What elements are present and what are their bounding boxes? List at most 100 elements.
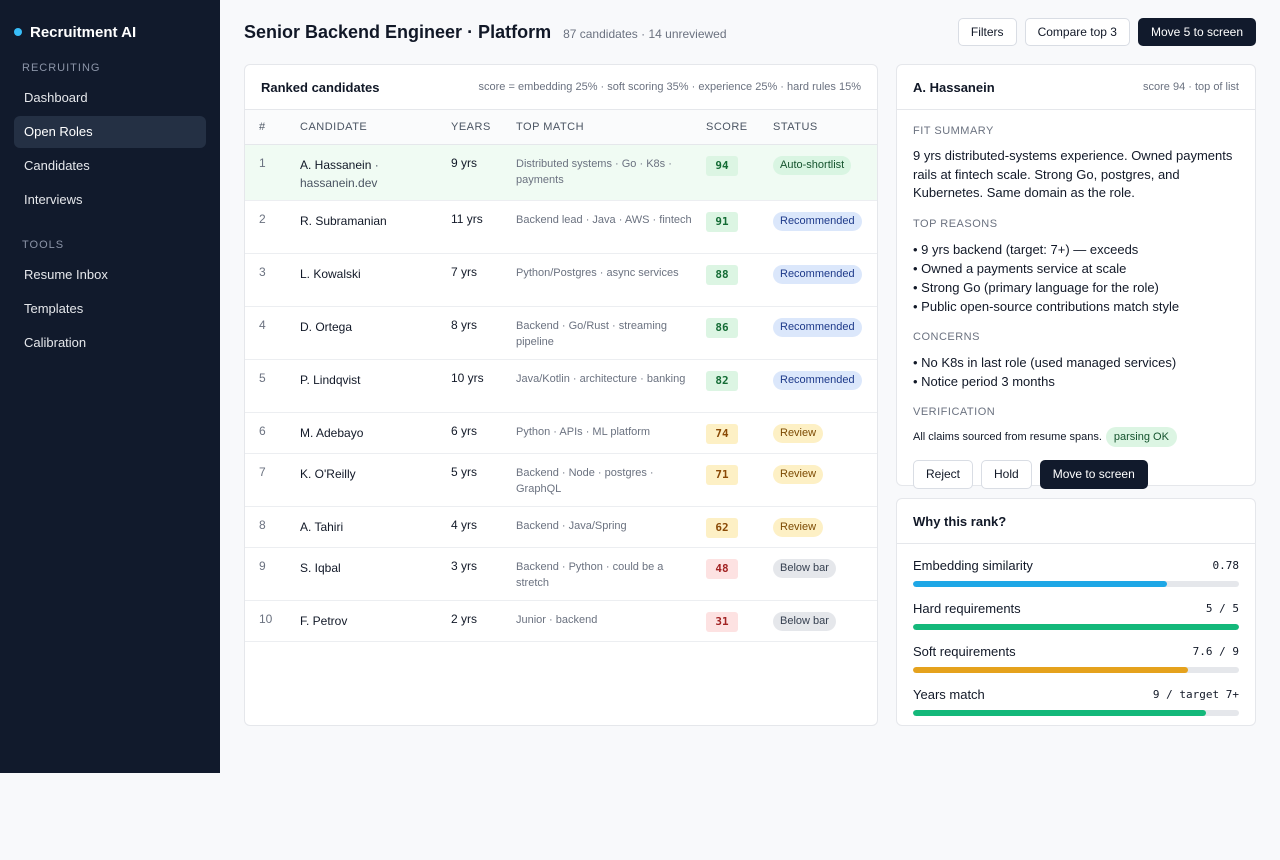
col-header-candidate[interactable]: CANDIDATE [300, 110, 451, 145]
sidebar-item-calibration[interactable]: Calibration [24, 335, 87, 350]
candidates-table-body: 1 A. Hassanein · hassanein.dev 9 yrs Distri… [245, 144, 877, 642]
score-cell: 62 [706, 506, 773, 548]
table-row[interactable]: 7 K. O'Reilly 5 yrs Backend · Node · postgr… [245, 453, 877, 507]
status-cell: Below bar [773, 600, 877, 642]
metric-bar-track [913, 624, 1239, 630]
table-row[interactable]: 4 D. Ortega 8 yrs Backend · Go/Rust · strea… [245, 306, 877, 360]
concerns-label: CONCERNS [913, 330, 980, 343]
rank-cell: 1 [245, 144, 300, 201]
candidate-cell: A. Tahiri [300, 506, 451, 548]
top-match-cell: Backend · Java/Spring [516, 506, 706, 548]
status-cell: Recommended [773, 306, 877, 360]
reason-item: • Strong Go (primary language for the ro… [913, 279, 1159, 295]
filters-button[interactable]: Filters [957, 18, 1017, 46]
hold-button[interactable]: Hold [981, 459, 1032, 489]
sidebar-item-open-roles[interactable]: Open Roles [14, 116, 206, 148]
table-row[interactable]: 10 F. Petrov 2 yrs Junior · backend 31 Below … [245, 600, 877, 642]
ranked-panel-title: Ranked candidates [261, 79, 380, 95]
score-badge: 86 [706, 317, 738, 338]
candidate-name[interactable]: F. Petrov [300, 613, 348, 628]
reason-item: • Public open-source contributions match… [913, 298, 1180, 314]
sidebar-item-templates[interactable]: Templates [24, 301, 84, 316]
candidate-name[interactable]: A. Hassanein [300, 157, 372, 172]
score-cell: 71 [706, 453, 773, 507]
col-header-top-match[interactable]: TOP MATCH [516, 110, 706, 145]
score-cell: 86 [706, 306, 773, 360]
candidate-cell: S. Iqbal [300, 547, 451, 601]
detail-panel-header: A. Hassanein score 94 · top of list [897, 65, 1255, 110]
metric-bar-fill [913, 667, 1189, 673]
table-row[interactable]: 1 A. Hassanein · hassanein.dev 9 yrs Distri… [245, 144, 877, 201]
metric-bar-fill [913, 581, 1168, 587]
sidebar-item-dashboard[interactable]: Dashboard [24, 90, 88, 105]
candidate-cell: L. Kowalski [300, 253, 451, 307]
rank-cell: 4 [245, 306, 300, 360]
years-cell: 11 yrs [451, 200, 516, 254]
candidate-website[interactable]: hassanein.dev [300, 175, 378, 190]
top-match-cell: Backend lead · Java · AWS · fintech [516, 200, 706, 254]
status-badge: Review [773, 464, 824, 484]
concern-item: • Notice period 3 months [913, 373, 1055, 389]
table-row[interactable]: 9 S. Iqbal 3 yrs Backend · Python · could b… [245, 547, 877, 601]
candidate-name[interactable]: A. Tahiri [300, 519, 344, 534]
candidate-name[interactable]: D. Ortega [300, 319, 353, 334]
candidate-name[interactable]: R. Subramanian [300, 213, 387, 228]
status-badge: Auto-shortlist [773, 155, 852, 175]
nav-section-tools: TOOLS [22, 239, 65, 251]
col-header-status[interactable]: STATUS [773, 110, 877, 145]
candidate-name[interactable]: L. Kowalski [300, 266, 361, 281]
rank-metrics: Embedding similarity 0.78 Hard requirement… [897, 558, 1255, 716]
score-badge: 62 [706, 517, 738, 538]
status-badge: Review [773, 517, 824, 537]
rank-cell: 5 [245, 359, 300, 413]
years-cell: 3 yrs [451, 547, 516, 601]
rank-cell: 9 [245, 547, 300, 601]
sidebar-item-candidates[interactable]: Candidates [24, 158, 90, 173]
score-formula: score = embedding 25% · soft scoring 35%… [478, 81, 861, 93]
metric-row: Embedding similarity 0.78 [913, 558, 1239, 573]
candidate-name[interactable]: S. Iqbal [300, 560, 341, 575]
metric-label: Years match [913, 686, 985, 702]
header-actions: Filters Compare top 3 Move 5 to screen [957, 18, 1256, 46]
col-header-years[interactable]: YEARS [451, 110, 516, 145]
brand[interactable]: Recruitment AI [0, 0, 220, 46]
years-cell: 9 yrs [451, 144, 516, 201]
rank-cell: 8 [245, 506, 300, 548]
status-cell: Auto-shortlist [773, 144, 877, 201]
move-to-screen-bulk-button[interactable]: Move 5 to screen [1137, 18, 1256, 46]
concern-item: • No K8s in last role (used managed serv… [913, 354, 1177, 370]
reject-button[interactable]: Reject [913, 459, 974, 489]
candidate-detail-panel: A. Hassanein score 94 · top of list FIT … [896, 64, 1256, 489]
score-cell: 94 [706, 144, 773, 201]
score-badge: 94 [706, 155, 738, 176]
ranked-candidates-panel: Ranked candidates score = embedding 25% … [244, 64, 878, 726]
score-cell: 88 [706, 253, 773, 307]
fit-summary-label: FIT SUMMARY [913, 125, 994, 137]
reason-item: • 9 yrs backend (target: 7+) — exceeds [913, 241, 1139, 257]
table-row[interactable]: 6 M. Adebayo 6 yrs Python · APIs · ML platf… [245, 412, 877, 454]
col-header-score[interactable]: SCORE [706, 110, 773, 145]
score-cell: 82 [706, 359, 773, 413]
verification-text: All claims sourced from resume spans. [913, 430, 1102, 443]
detail-score-meta: score 94 · top of list [1143, 81, 1239, 93]
metric-label: Hard requirements [913, 600, 1021, 616]
top-match-cell: Python/Postgres · async services [516, 253, 706, 307]
sidebar-item-resume-inbox[interactable]: Resume Inbox [24, 267, 108, 282]
top-match-cell: Distributed systems · Go · K8s · payment… [516, 144, 706, 201]
metric-bar-track [913, 667, 1239, 673]
table-row[interactable]: 5 P. Lindqvist 10 yrs Java/Kotlin · archite… [245, 359, 877, 413]
table-row[interactable]: 8 A. Tahiri 4 yrs Backend · Java/Spring 62 Re… [245, 506, 877, 548]
candidate-name[interactable]: P. Lindqvist [300, 372, 361, 387]
move-to-screen-button[interactable]: Move to screen [1039, 459, 1148, 489]
why-panel-title: Why this rank? [913, 513, 1007, 529]
compare-top-button[interactable]: Compare top 3 [1024, 18, 1130, 46]
verification-row: All claims sourced from resume spans. pa… [913, 426, 1239, 447]
candidate-name[interactable]: K. O'Reilly [300, 466, 356, 481]
sidebar-item-interviews[interactable]: Interviews [24, 192, 83, 207]
years-cell: 5 yrs [451, 453, 516, 507]
table-row[interactable]: 2 R. Subramanian 11 yrs Backend lead · Java… [245, 200, 877, 254]
table-row[interactable]: 3 L. Kowalski 7 yrs Python/Postgres · async… [245, 253, 877, 307]
rank-metric: Soft requirements 7.6 / 9 [897, 644, 1255, 673]
col-header-rank[interactable]: # [245, 110, 300, 145]
candidate-name[interactable]: M. Adebayo [300, 425, 364, 440]
